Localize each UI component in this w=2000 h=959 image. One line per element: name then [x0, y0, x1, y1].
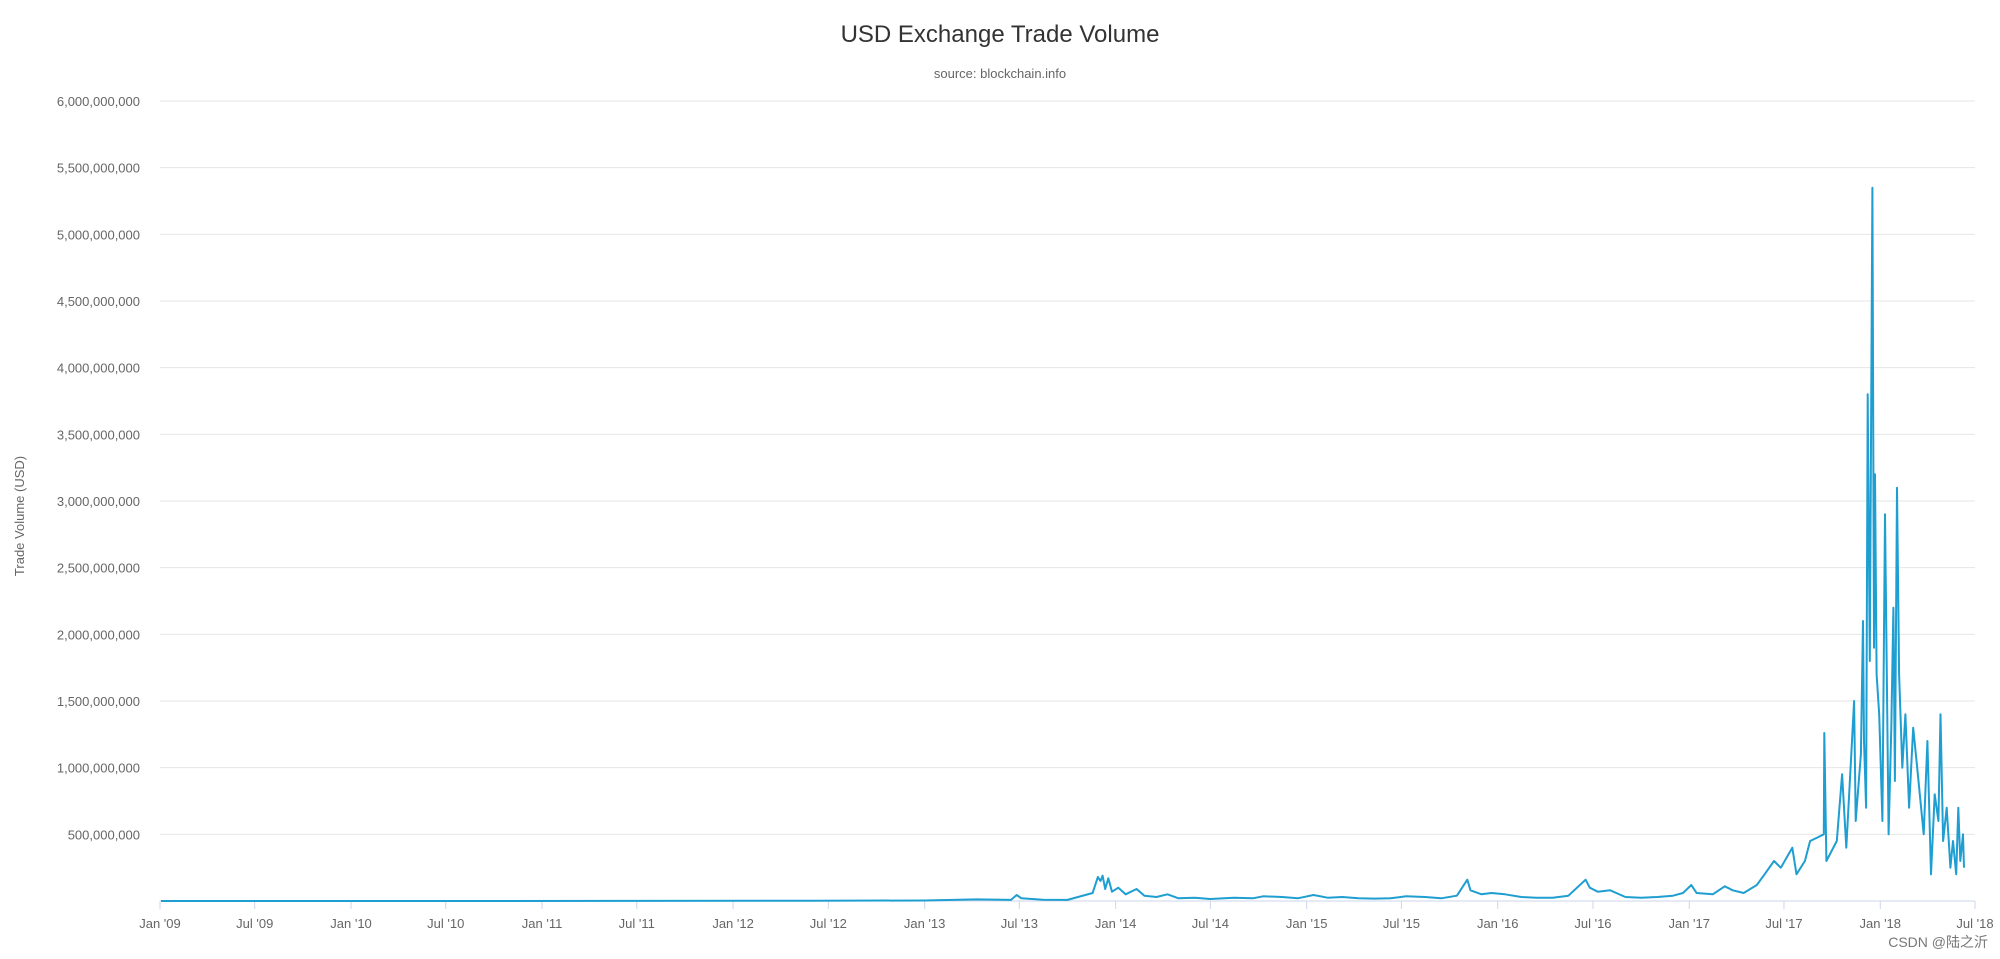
x-tick-label: Jul '12	[810, 916, 847, 931]
y-tick-label: 4,000,000,000	[57, 361, 140, 376]
y-tick-label: 5,000,000,000	[57, 227, 140, 242]
x-tick-label: Jul '14	[1192, 916, 1229, 931]
x-tick-label: Jul '17	[1765, 916, 1802, 931]
x-tick-label: Jan '12	[712, 916, 754, 931]
x-tick-label: Jan '15	[1286, 916, 1328, 931]
y-tick-label: 2,500,000,000	[57, 561, 140, 576]
y-axis-ticks: 500,000,000 1,000,000,000 1,500,000,000 2,0…	[57, 94, 140, 842]
x-tick-label: Jul '16	[1574, 916, 1611, 931]
x-tick-label: Jan '17	[1668, 916, 1710, 931]
x-tick-label: Jan '11	[522, 916, 563, 931]
x-tick-label: Jul '10	[427, 916, 464, 931]
y-tick-label: 1,500,000,000	[57, 694, 140, 709]
y-axis-label: Trade Volume (USD)	[12, 456, 27, 576]
x-tick-label: Jan '14	[1095, 916, 1137, 931]
x-tick-label: Jul '15	[1383, 916, 1420, 931]
y-tick-label: 1,000,000,000	[57, 761, 140, 776]
x-tick-label: Jan '13	[904, 916, 946, 931]
x-tick-label: Jul '11	[619, 916, 655, 931]
x-tick-label: Jan '10	[330, 916, 372, 931]
gridlines	[160, 100, 1975, 835]
x-axis-ticks: Jan '09 Jul '09 Jan '10 Jul '10 Jan '11 Jul '…	[139, 901, 1994, 931]
x-tick-label: Jan '16	[1477, 916, 1519, 931]
series-line-0	[161, 186, 1965, 902]
y-tick-label: 2,000,000,000	[57, 627, 140, 642]
x-tick-label: Jan '18	[1860, 916, 1902, 931]
x-tick-label: Jul '18	[1956, 916, 1993, 931]
y-tick-label: 3,500,000,000	[57, 427, 140, 442]
watermark: CSDN @陆之沂	[1888, 934, 1988, 950]
x-tick-label: Jan '09	[139, 916, 181, 931]
chart-title: USD Exchange Trade Volume	[841, 21, 1160, 48]
y-tick-label: 6,000,000,000	[57, 94, 140, 109]
x-tick-label: Jul '13	[1001, 916, 1038, 931]
y-tick-label: 4,500,000,000	[57, 294, 140, 309]
x-tick-label: Jul '09	[236, 916, 273, 931]
y-tick-label: 3,000,000,000	[57, 494, 140, 509]
chart-subtitle: source: blockchain.info	[934, 66, 1066, 81]
y-tick-label: 5,500,000,000	[57, 161, 140, 176]
series-layer	[161, 186, 1965, 902]
y-tick-label: 500,000,000	[68, 827, 140, 842]
